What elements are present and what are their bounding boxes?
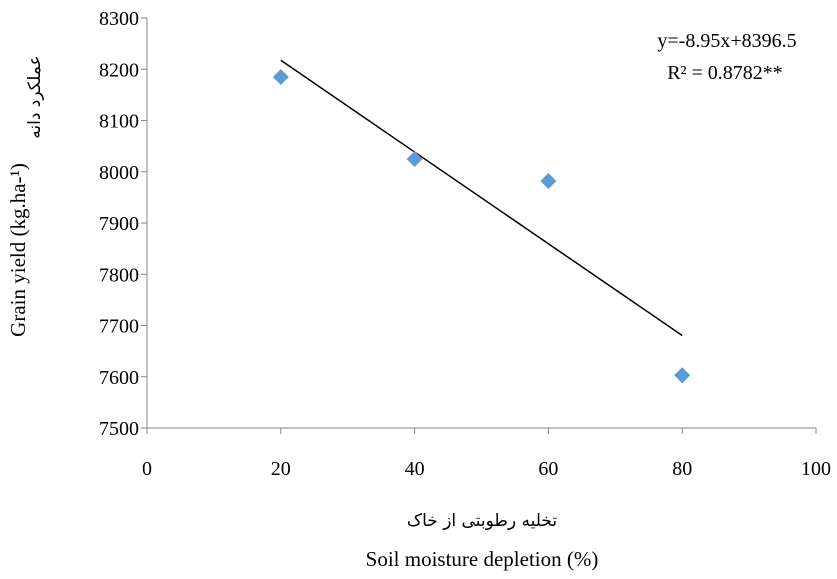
x-tick-label: 100 — [801, 458, 831, 480]
data-points — [272, 68, 691, 384]
y-tick-label: 7800 — [99, 264, 139, 286]
x-tick-label: 0 — [142, 458, 152, 480]
x-tick-label: 20 — [271, 458, 291, 480]
x-tick-label: 80 — [672, 458, 692, 480]
y-tick-label: 7600 — [99, 367, 139, 389]
x-tick-label: 60 — [538, 458, 558, 480]
data-point — [406, 150, 423, 167]
y-tick-label: 8300 — [99, 8, 139, 30]
y-tick-label: 7900 — [99, 213, 139, 235]
y-tick-label: 8200 — [99, 59, 139, 81]
x-axis-title: Soil moisture depletion (%) — [366, 547, 599, 571]
regression-equation: y=-8.95x+8396.5 — [657, 30, 796, 52]
x-tick-label: 40 — [405, 458, 425, 480]
y-tick-label: 8000 — [99, 162, 139, 184]
y-tick-label: 7700 — [99, 316, 139, 338]
data-point — [540, 172, 557, 189]
data-point — [674, 367, 691, 384]
r-squared-label: R² = 0.8782** — [667, 62, 783, 84]
y-tick-label: 8100 — [99, 111, 139, 133]
trendline — [280, 59, 683, 337]
data-point — [272, 68, 289, 85]
y-tick-label: 7500 — [99, 418, 139, 440]
y-axis-ticks: 7500 7600 7700 7800 7900 8000 8100 8200 8300 — [99, 8, 147, 440]
x-axis-title-persian: تخلیه رطوبتی از خاک — [407, 511, 557, 531]
x-axis-ticks: 0 20 40 60 80 100 — [142, 428, 831, 480]
y-axis-title-persian: عملکرد دانه — [25, 55, 45, 138]
y-axis-title: Grain yield (kg.ha-¹) — [6, 163, 30, 337]
plot-area: 7500 7600 7700 7800 7900 8000 8100 8200 8300 0 20… — [99, 8, 831, 480]
